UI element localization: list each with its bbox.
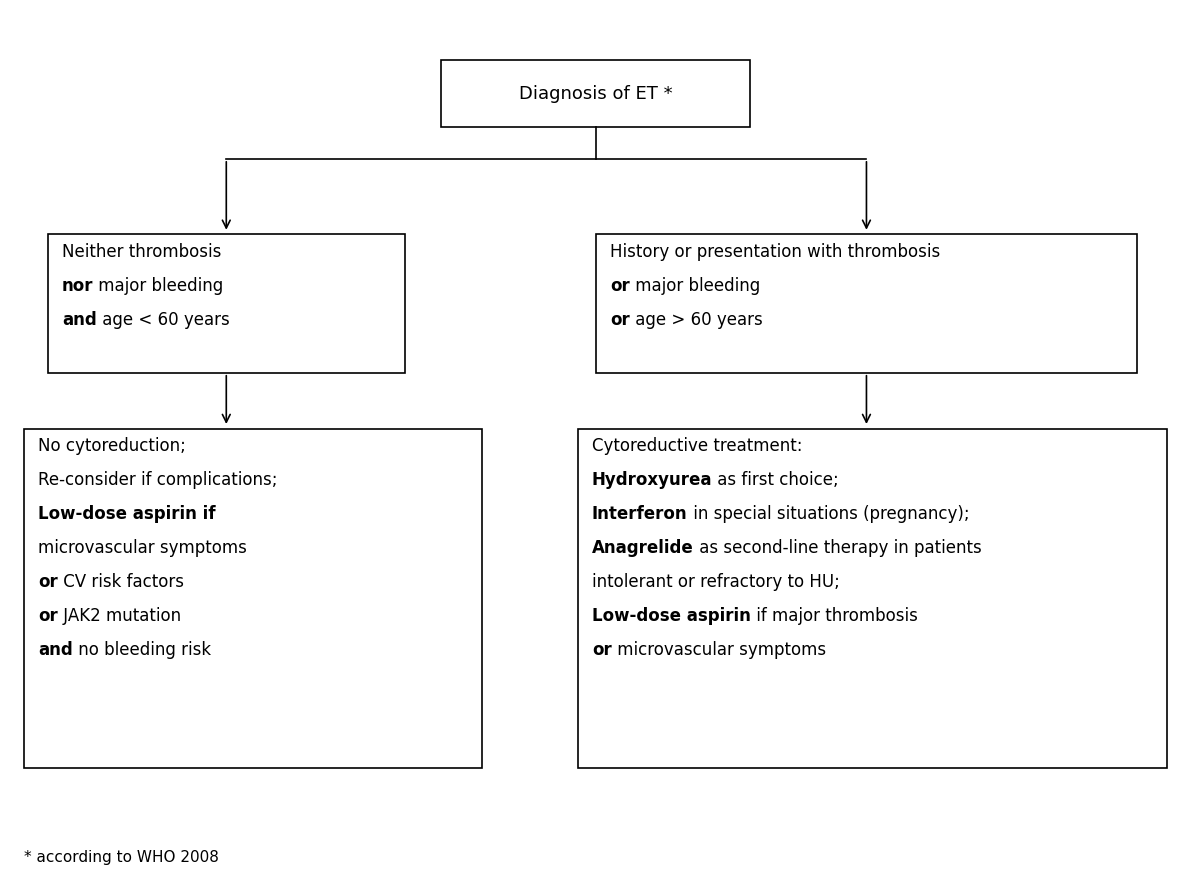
Text: microvascular symptoms: microvascular symptoms (612, 640, 825, 658)
Bar (48, 234, 405, 373)
Text: as first choice;: as first choice; (712, 471, 840, 488)
Text: * according to WHO 2008: * according to WHO 2008 (24, 850, 219, 864)
Text: Interferon: Interferon (592, 505, 687, 522)
Text: History or presentation with thrombosis: History or presentation with thrombosis (610, 243, 940, 261)
Text: in special situations (pregnancy);: in special situations (pregnancy); (687, 505, 969, 522)
Text: Low-dose aspirin if: Low-dose aspirin if (38, 505, 216, 522)
Text: Low-dose aspirin: Low-dose aspirin (592, 606, 750, 624)
Text: Anagrelide: Anagrelide (592, 538, 693, 556)
Text: No cytoreduction;: No cytoreduction; (38, 437, 186, 455)
Text: intolerant or refractory to HU;: intolerant or refractory to HU; (592, 572, 840, 590)
Bar (441, 60, 750, 127)
Text: JAK2 mutation: JAK2 mutation (58, 606, 181, 624)
Text: no bleeding risk: no bleeding risk (73, 640, 211, 658)
Text: or: or (38, 572, 58, 590)
Bar (578, 429, 1167, 768)
Text: CV risk factors: CV risk factors (58, 572, 183, 590)
Text: Re-consider if complications;: Re-consider if complications; (38, 471, 278, 488)
Bar (24, 429, 482, 768)
Text: Neither thrombosis: Neither thrombosis (62, 243, 222, 261)
Text: and: and (62, 311, 96, 329)
Text: age < 60 years: age < 60 years (96, 311, 230, 329)
Text: Cytoreductive treatment:: Cytoreductive treatment: (592, 437, 803, 455)
Bar (596, 234, 1137, 373)
Text: age > 60 years: age > 60 years (630, 311, 762, 329)
Text: nor: nor (62, 277, 93, 295)
Text: or: or (592, 640, 612, 658)
Text: or: or (610, 311, 630, 329)
Text: and: and (38, 640, 73, 658)
Text: or: or (610, 277, 630, 295)
Text: major bleeding: major bleeding (630, 277, 760, 295)
Text: if major thrombosis: if major thrombosis (750, 606, 918, 624)
Text: microvascular symptoms: microvascular symptoms (38, 538, 247, 556)
Text: Diagnosis of ET *: Diagnosis of ET * (519, 85, 672, 103)
Text: major bleeding: major bleeding (93, 277, 224, 295)
Text: Hydroxyurea: Hydroxyurea (592, 471, 712, 488)
Text: as second-line therapy in patients: as second-line therapy in patients (693, 538, 981, 556)
Text: or: or (38, 606, 58, 624)
